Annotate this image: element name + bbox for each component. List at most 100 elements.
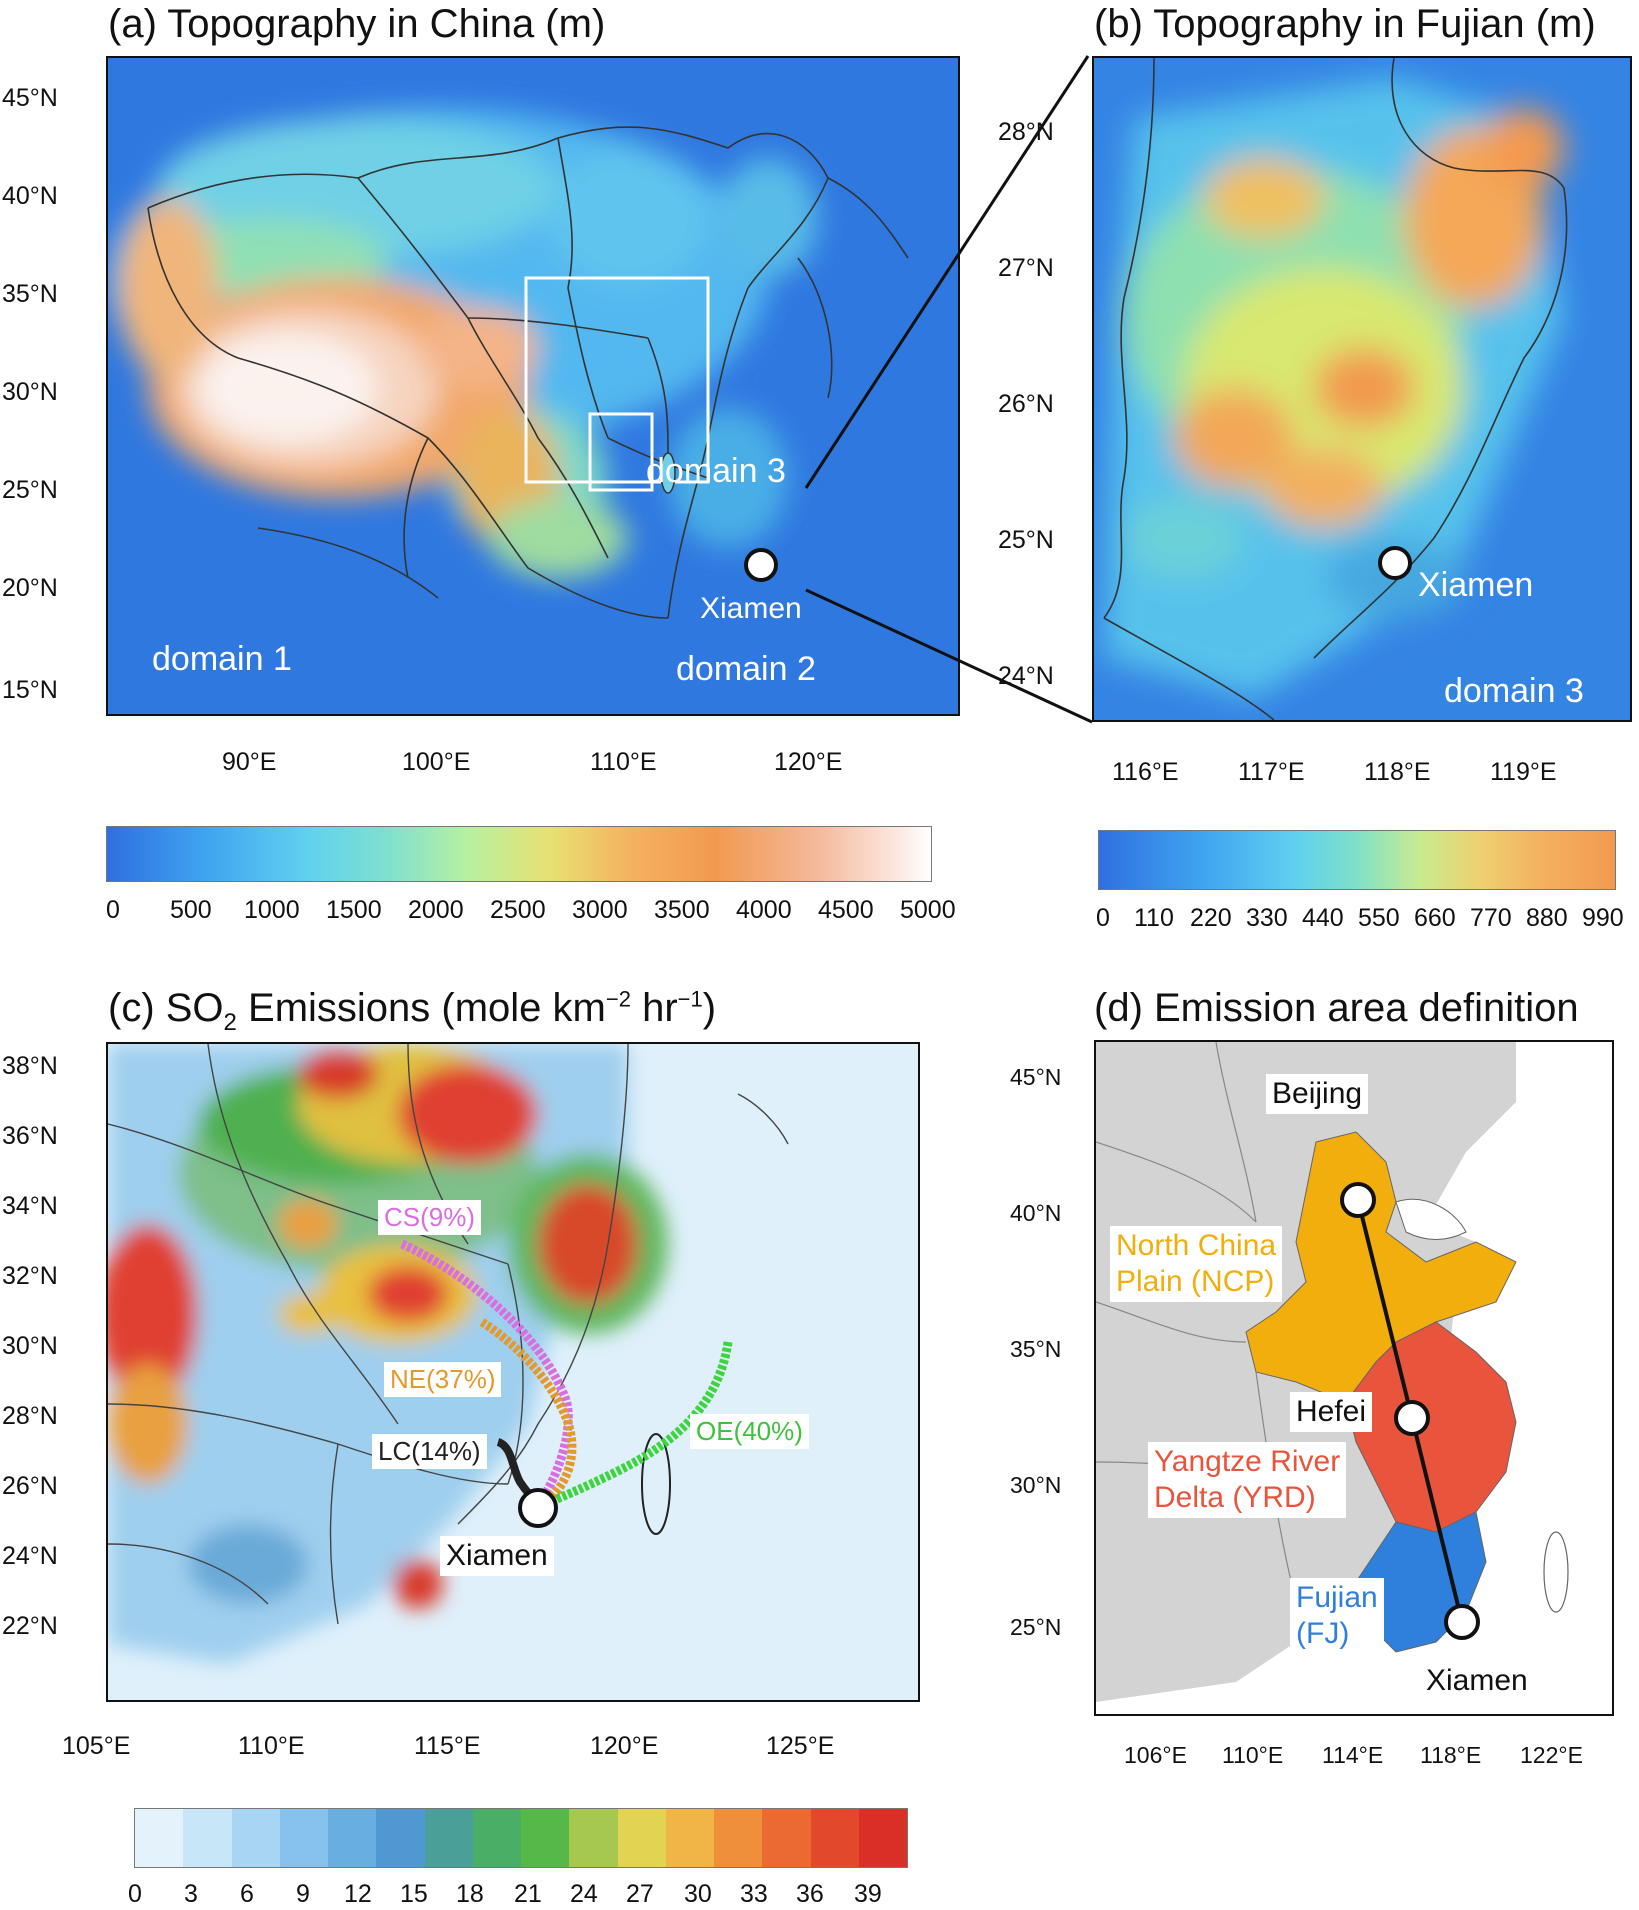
panel-c-colorbar: [134, 1808, 908, 1868]
panel-b-lat-28: 28°N: [998, 118, 1054, 146]
panel-c-lat-30: 30°N: [2, 1332, 58, 1360]
panel-b-cb-550: 550: [1358, 904, 1400, 932]
panel-a-lat-45: 45°N: [2, 84, 58, 112]
yrd-label: Yangtze River Delta (YRD): [1148, 1442, 1347, 1518]
xiamen-marker-c: [518, 1488, 558, 1528]
panel-a-lon-110: 110°E: [590, 748, 657, 776]
trajectory-cs: [400, 1239, 573, 1505]
panel-a-lon-100: 100°E: [402, 748, 471, 776]
hefei-marker: [1394, 1400, 1430, 1436]
panel-c-cb-21: 21: [514, 1880, 542, 1908]
panel-c-cb-3: 3: [184, 1880, 198, 1908]
panel-a-cb-1500: 1500: [326, 896, 382, 924]
panel-b-lat-26: 26°N: [998, 390, 1054, 418]
panel-b-cb-440: 440: [1302, 904, 1344, 932]
panel-c-lat-36: 36°N: [2, 1122, 58, 1150]
panel-c-cb-39: 39: [854, 1880, 882, 1908]
panel-a-cb-2500: 2500: [490, 896, 546, 924]
panel-b-lon-117: 117°E: [1238, 758, 1305, 786]
panel-d-lat-45: 45°N: [1010, 1064, 1062, 1090]
panel-b-lat-25: 25°N: [998, 526, 1054, 554]
panel-c-lat-34: 34°N: [2, 1192, 58, 1220]
panel-a-lat-25: 25°N: [2, 476, 58, 504]
panel-c-lat-26: 26°N: [2, 1472, 58, 1500]
panel-b-cb-330: 330: [1246, 904, 1288, 932]
panel-b-cb-220: 220: [1190, 904, 1232, 932]
trajectory-oe: [538, 1341, 733, 1511]
panel-c-lat-24: 24°N: [2, 1542, 58, 1570]
panel-d-lat-25: 25°N: [1010, 1614, 1062, 1640]
xiamen-label-d: Xiamen: [1426, 1664, 1528, 1697]
panel-c-cb-24: 24: [570, 1880, 598, 1908]
panel-d-title: (d) Emission area definition: [1094, 986, 1579, 1030]
panel-d-lon-106: 106°E: [1124, 1742, 1187, 1768]
region-yrd: [1345, 1321, 1517, 1533]
xiamen-marker-d: [1444, 1604, 1480, 1640]
xiamen-marker-b: [1378, 546, 1412, 580]
panel-d-map: [1094, 1040, 1614, 1716]
panel-a-lon-120: 120°E: [774, 748, 843, 776]
trajectory-label-lc: LC(14%): [372, 1434, 487, 1470]
panel-c-title: (c) SO2 Emissions (mole km−2 hr−1): [108, 986, 716, 1037]
panel-b-map: [1092, 56, 1632, 722]
panel-a-map: [106, 56, 960, 716]
beijing-marker: [1340, 1182, 1376, 1218]
panel-c-title-sub: 2: [223, 1009, 237, 1036]
panel-c-title-mid: Emissions (mole km: [236, 986, 606, 1030]
panel-a-cb-4500: 4500: [818, 896, 874, 924]
panel-a-cb-5000: 5000: [900, 896, 956, 924]
panel-a-cb-0: 0: [106, 896, 120, 924]
panel-a-lon-90: 90°E: [222, 748, 277, 776]
panel-d-lat-30: 30°N: [1010, 1472, 1062, 1498]
trajectory-label-cs: CS(9%): [378, 1200, 482, 1236]
ncp-label-line2: Plain (NCP): [1116, 1265, 1275, 1298]
panel-c-title-mid2: hr: [630, 986, 678, 1030]
domain3-label-a: domain 3: [646, 452, 786, 490]
panel-c-cb-9: 9: [296, 1880, 310, 1908]
panel-a-lat-35: 35°N: [2, 280, 58, 308]
ncp-label-line1: North China: [1116, 1229, 1277, 1262]
xiamen-label-b: Xiamen: [1418, 566, 1534, 604]
yrd-label-line1: Yangtze River: [1154, 1445, 1341, 1478]
panel-c-cb-0: 0: [128, 1880, 142, 1908]
panel-b-title: (b) Topography in Fujian (m): [1094, 2, 1596, 46]
panel-c-title-prefix: (c) SO: [108, 986, 224, 1030]
panel-c-lon-115: 115°E: [414, 1732, 481, 1760]
panel-c-lat-32: 32°N: [2, 1262, 58, 1290]
domain1-label: domain 1: [152, 640, 292, 678]
ncp-label: North China Plain (NCP): [1110, 1226, 1283, 1302]
panel-c-title-sup1: −2: [605, 986, 631, 1012]
panel-d-lon-122: 122°E: [1520, 1742, 1583, 1768]
fj-label-line1: Fujian: [1296, 1581, 1378, 1614]
panel-a-lat-30: 30°N: [2, 378, 58, 406]
panel-b-lat-24: 24°N: [998, 662, 1054, 690]
xiamen-label-c: Xiamen: [440, 1536, 554, 1576]
panel-b-cb-660: 660: [1414, 904, 1456, 932]
panel-a-lat-40: 40°N: [2, 182, 58, 210]
domain2-label: domain 2: [676, 650, 816, 688]
panel-c-title-sup2: −1: [677, 986, 703, 1012]
panel-a-cb-3500: 3500: [654, 896, 710, 924]
panel-b-colorbar: [1098, 830, 1616, 890]
panel-a-title: (a) Topography in China (m): [108, 2, 606, 46]
beijing-label: Beijing: [1266, 1074, 1369, 1114]
panel-b-cb-770: 770: [1470, 904, 1512, 932]
panel-c-cb-12: 12: [344, 1880, 372, 1908]
panel-d-lon-114: 114°E: [1322, 1742, 1384, 1768]
panel-b-cb-0: 0: [1096, 904, 1110, 932]
panel-a-lat-15: 15°N: [2, 676, 58, 704]
fj-label: Fujian (FJ): [1290, 1578, 1384, 1654]
yrd-label-line2: Delta (YRD): [1154, 1481, 1316, 1514]
panel-a-cb-3000: 3000: [572, 896, 628, 924]
panel-b-lon-116: 116°E: [1112, 758, 1179, 786]
panel-c-lon-120: 120°E: [590, 1732, 659, 1760]
hefei-label: Hefei: [1290, 1392, 1373, 1432]
panel-c-cb-18: 18: [456, 1880, 484, 1908]
panel-d-lon-110: 110°E: [1222, 1742, 1284, 1768]
panel-c-title-end: ): [702, 986, 717, 1030]
panel-b-lon-118: 118°E: [1364, 758, 1431, 786]
domain3-label-b: domain 3: [1444, 672, 1584, 710]
panel-c-cb-6: 6: [240, 1880, 254, 1908]
panel-d-lat-35: 35°N: [1010, 1336, 1062, 1362]
xiamen-label-a: Xiamen: [700, 592, 802, 625]
